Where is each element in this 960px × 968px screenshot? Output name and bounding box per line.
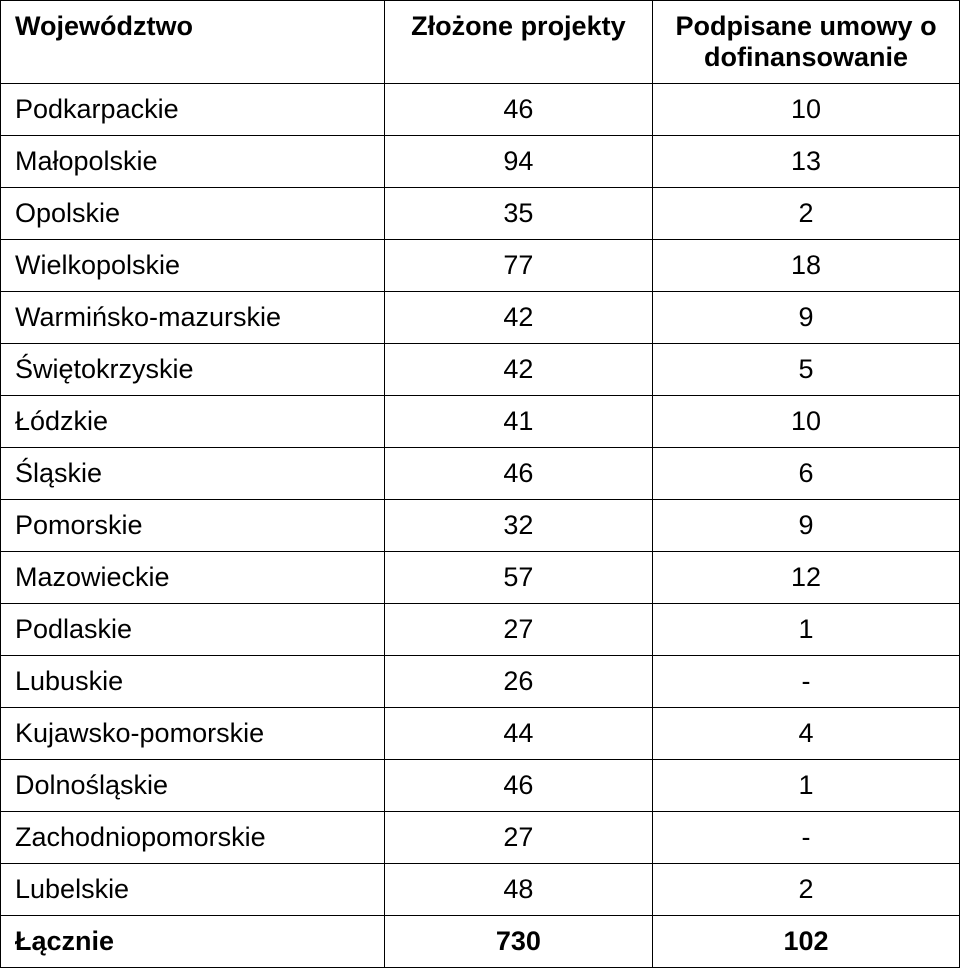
page: Województwo Złożone projekty Podpisane u… xyxy=(0,0,960,792)
cell-submitted: 46 xyxy=(384,760,653,812)
table-row: Podkarpackie 46 10 xyxy=(1,84,960,136)
cell-name: Mazowieckie xyxy=(1,552,385,604)
cell-name: Śląskie xyxy=(1,448,385,500)
table-body: Podkarpackie 46 10 Małopolskie 94 13 Opo… xyxy=(1,84,960,968)
cell-signed: - xyxy=(653,656,960,708)
col-header-submitted: Złożone projekty xyxy=(384,1,653,84)
cell-total-signed: 102 xyxy=(653,916,960,968)
voivodeship-projects-table: Województwo Złożone projekty Podpisane u… xyxy=(0,0,960,968)
cell-name: Dolnośląskie xyxy=(1,760,385,812)
cell-submitted: 94 xyxy=(384,136,653,188)
cell-name: Zachodniopomorskie xyxy=(1,812,385,864)
table-row: Świętokrzyskie 42 5 xyxy=(1,344,960,396)
table-row: Mazowieckie 57 12 xyxy=(1,552,960,604)
table-row: Warmińsko-mazurskie 42 9 xyxy=(1,292,960,344)
table-row: Opolskie 35 2 xyxy=(1,188,960,240)
cell-name: Warmińsko-mazurskie xyxy=(1,292,385,344)
cell-signed: 2 xyxy=(653,188,960,240)
cell-total-name: Łącznie xyxy=(1,916,385,968)
cell-submitted: 35 xyxy=(384,188,653,240)
cell-signed: 4 xyxy=(653,708,960,760)
cell-signed: 1 xyxy=(653,604,960,656)
table-row: Śląskie 46 6 xyxy=(1,448,960,500)
cell-name: Podlaskie xyxy=(1,604,385,656)
cell-name: Podkarpackie xyxy=(1,84,385,136)
cell-signed: 12 xyxy=(653,552,960,604)
cell-total-submitted: 730 xyxy=(384,916,653,968)
cell-submitted: 27 xyxy=(384,604,653,656)
cell-submitted: 46 xyxy=(384,448,653,500)
table-row: Podlaskie 27 1 xyxy=(1,604,960,656)
col-header-signed: Podpisane umowy o dofinansowanie xyxy=(653,1,960,84)
table-total-row: Łącznie 730 102 xyxy=(1,916,960,968)
cell-name: Świętokrzyskie xyxy=(1,344,385,396)
cell-name: Kujawsko-pomorskie xyxy=(1,708,385,760)
cell-signed: 9 xyxy=(653,292,960,344)
table-row: Lubuskie 26 - xyxy=(1,656,960,708)
cell-signed: 18 xyxy=(653,240,960,292)
table-row: Pomorskie 32 9 xyxy=(1,500,960,552)
table-row: Wielkopolskie 77 18 xyxy=(1,240,960,292)
table-row: Lubelskie 48 2 xyxy=(1,864,960,916)
cell-submitted: 57 xyxy=(384,552,653,604)
cell-signed: 6 xyxy=(653,448,960,500)
cell-signed: 5 xyxy=(653,344,960,396)
table-row: Kujawsko-pomorskie 44 4 xyxy=(1,708,960,760)
cell-submitted: 77 xyxy=(384,240,653,292)
cell-submitted: 41 xyxy=(384,396,653,448)
cell-name: Wielkopolskie xyxy=(1,240,385,292)
cell-signed: - xyxy=(653,812,960,864)
cell-name: Małopolskie xyxy=(1,136,385,188)
cell-name: Lubuskie xyxy=(1,656,385,708)
cell-name: Lubelskie xyxy=(1,864,385,916)
table-row: Łódzkie 41 10 xyxy=(1,396,960,448)
cell-signed: 13 xyxy=(653,136,960,188)
col-header-voivodeship: Województwo xyxy=(1,1,385,84)
cell-name: Pomorskie xyxy=(1,500,385,552)
cell-signed: 10 xyxy=(653,396,960,448)
cell-submitted: 26 xyxy=(384,656,653,708)
table-header-row: Województwo Złożone projekty Podpisane u… xyxy=(1,1,960,84)
cell-signed: 2 xyxy=(653,864,960,916)
cell-submitted: 46 xyxy=(384,84,653,136)
table-row: Zachodniopomorskie 27 - xyxy=(1,812,960,864)
cell-submitted: 44 xyxy=(384,708,653,760)
cell-signed: 10 xyxy=(653,84,960,136)
cell-submitted: 27 xyxy=(384,812,653,864)
cell-name: Łódzkie xyxy=(1,396,385,448)
table-row: Dolnośląskie 46 1 xyxy=(1,760,960,812)
cell-submitted: 48 xyxy=(384,864,653,916)
cell-signed: 1 xyxy=(653,760,960,812)
cell-name: Opolskie xyxy=(1,188,385,240)
cell-submitted: 32 xyxy=(384,500,653,552)
cell-submitted: 42 xyxy=(384,344,653,396)
table-row: Małopolskie 94 13 xyxy=(1,136,960,188)
cell-signed: 9 xyxy=(653,500,960,552)
cell-submitted: 42 xyxy=(384,292,653,344)
